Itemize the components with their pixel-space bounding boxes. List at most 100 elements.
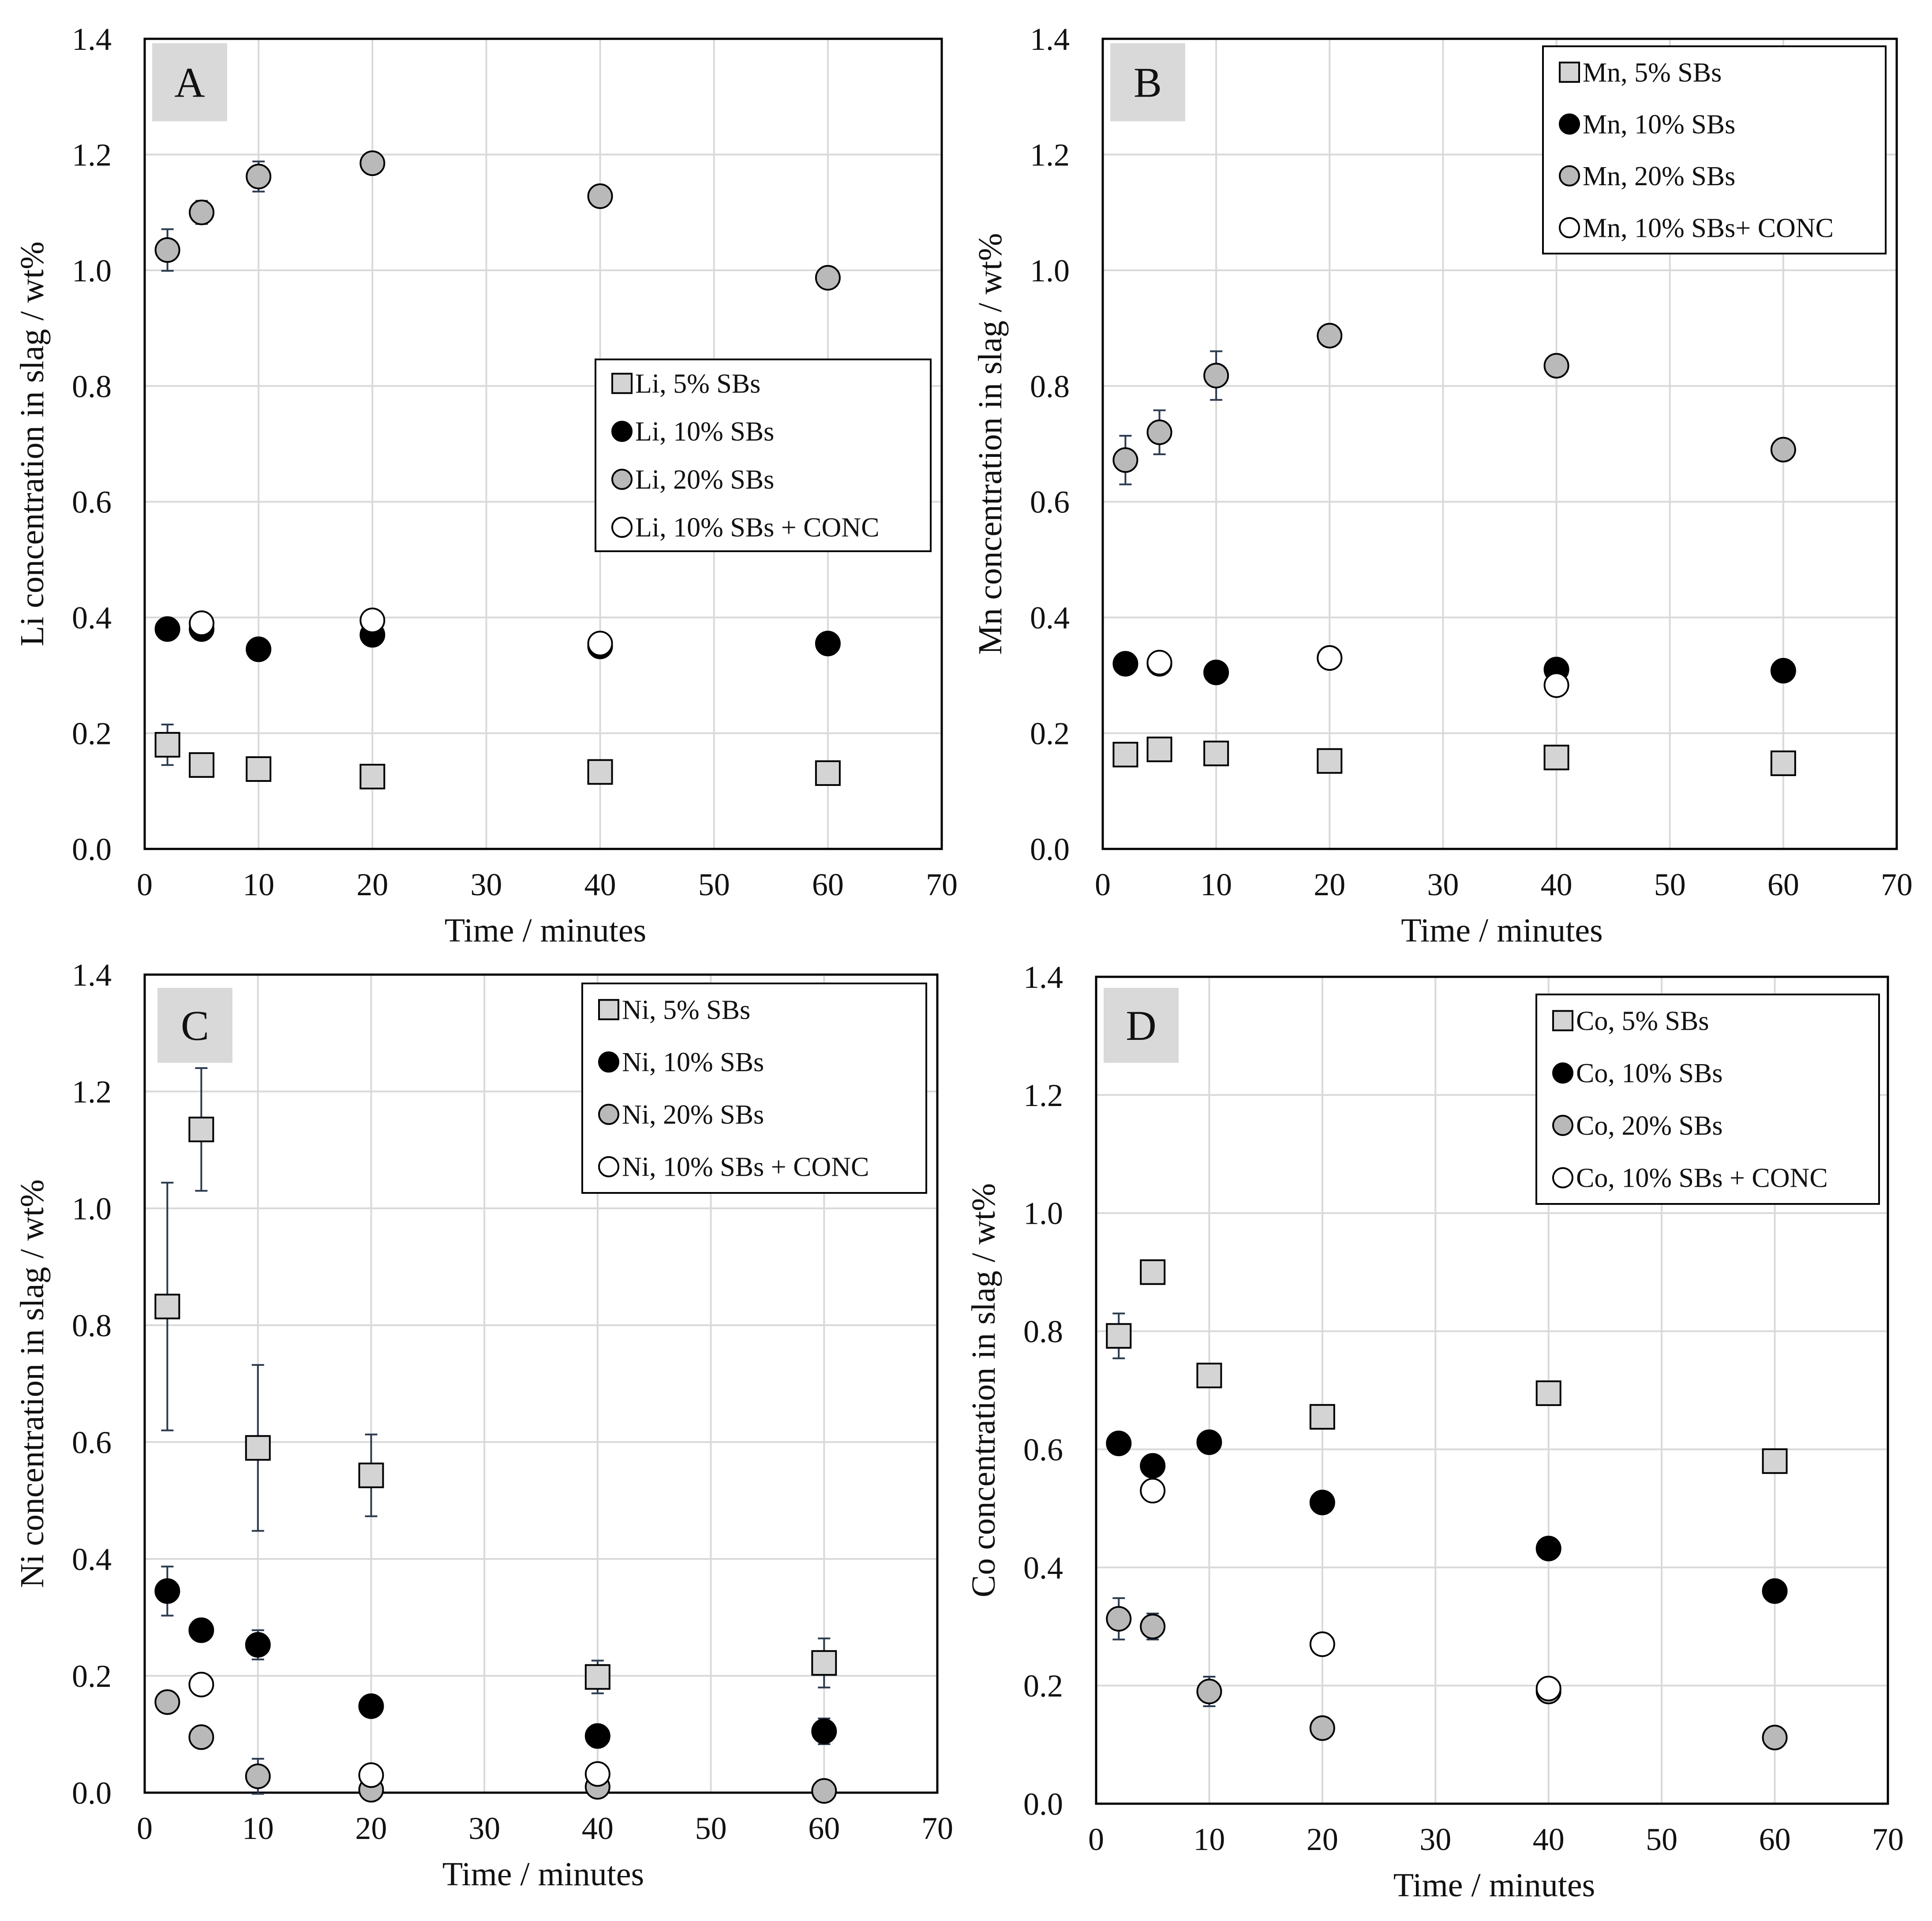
- x-tick-label: 70: [921, 1811, 953, 1846]
- legend-box: [581, 983, 927, 1194]
- x-tick-label: 10: [1200, 867, 1232, 902]
- data-point-filled: [188, 1617, 214, 1643]
- legend-entry: Co, 10% SBs: [1576, 1058, 1722, 1088]
- y-tick-label: 1.0: [1023, 1196, 1063, 1231]
- x-tick-label: 20: [355, 1811, 387, 1846]
- data-point-open: [189, 610, 215, 636]
- data-point-filled: [154, 616, 180, 642]
- x-tick-label: 60: [808, 1811, 840, 1846]
- data-point-square: [811, 1650, 837, 1676]
- x-tick-label: 30: [468, 1811, 500, 1846]
- legend-box: [1542, 45, 1887, 254]
- data-point-square: [584, 1664, 610, 1690]
- x-axis-label: Time / minutes: [1393, 1867, 1595, 1904]
- data-point-gray: [1112, 447, 1138, 473]
- x-tick-label: 0: [1095, 867, 1111, 902]
- x-tick-label: 60: [1767, 867, 1799, 902]
- data-point-filled: [1140, 1453, 1166, 1479]
- chart-panel-a: 0 10 20 30 40 50 60 70 0.0 0.2 0.4 0.6 0.8 1.0 1.2 1.4 T…: [14, 22, 958, 949]
- series-d-1: [1106, 1429, 1788, 1604]
- data-point-filled: [246, 636, 272, 662]
- data-point-square: [1196, 1363, 1222, 1389]
- data-point-filled: [811, 1718, 837, 1744]
- legend-entry: Ni, 10% SBs: [622, 1047, 764, 1077]
- data-point-gray: [1762, 1725, 1788, 1750]
- data-point-filled: [1203, 659, 1229, 685]
- legend-box: [595, 359, 932, 552]
- data-point-square: [1762, 1448, 1788, 1474]
- legend-marker: [611, 516, 633, 538]
- data-point-filled: [1196, 1429, 1222, 1455]
- legend-marker: [1552, 1010, 1573, 1032]
- data-point-filled: [1770, 658, 1796, 684]
- x-tick-label: 40: [582, 1811, 614, 1846]
- data-point-open: [1140, 1478, 1166, 1504]
- y-tick-label: 1.4: [1023, 960, 1063, 995]
- plot-frame: [1095, 975, 1889, 1805]
- x-tick-label: 70: [1881, 867, 1913, 902]
- y-tick-label: 0.2: [1023, 1668, 1063, 1704]
- legend-marker: [611, 373, 633, 394]
- legend-entry: Li, 5% SBs: [635, 369, 760, 399]
- x-tick-label: 10: [242, 1811, 274, 1846]
- series-a-0: [154, 723, 841, 789]
- x-axis-label: Time / minutes: [445, 912, 646, 949]
- y-tick-label: 0.2: [1030, 716, 1070, 751]
- legend-entry: Mn, 10% SBs+ CONC: [1583, 213, 1834, 243]
- data-point-gray: [154, 237, 180, 263]
- data-point-open: [188, 1671, 214, 1697]
- y-tick-label: 0.2: [72, 1659, 112, 1694]
- panel-letter-badge: [152, 43, 227, 121]
- data-point-gray: [1543, 353, 1569, 379]
- y-tick-label: 0.8: [72, 369, 112, 404]
- series-d-3: [1140, 1478, 1561, 1701]
- series-c-1: [154, 1566, 837, 1749]
- data-point-square: [245, 1435, 271, 1461]
- data-point-gray: [188, 1724, 214, 1750]
- data-point-open: [1317, 645, 1343, 671]
- data-point-square: [1770, 750, 1796, 776]
- y-tick-label: 0.0: [1030, 832, 1070, 867]
- x-tick-label: 40: [1533, 1822, 1565, 1857]
- y-tick-label: 0.6: [72, 1425, 112, 1460]
- y-axis-label: Ni concentration in slag / wt%: [14, 1179, 51, 1588]
- data-point-filled: [154, 1578, 180, 1604]
- data-point-filled: [1112, 651, 1138, 677]
- data-point-square: [154, 732, 180, 758]
- y-tick-label: 1.2: [1030, 137, 1070, 172]
- y-tick-label: 0.4: [72, 1542, 112, 1577]
- data-point-open: [1535, 1675, 1561, 1701]
- data-point-square: [1203, 740, 1229, 766]
- data-point-square: [154, 1293, 180, 1319]
- x-tick-label: 20: [356, 867, 388, 902]
- plot-frame: [143, 37, 943, 850]
- data-point-open: [1309, 1631, 1335, 1657]
- legend-entry: Co, 20% SBs: [1576, 1111, 1722, 1141]
- y-tick-label: 1.0: [72, 1191, 112, 1226]
- legend-entry: Mn, 20% SBs: [1583, 161, 1735, 191]
- y-tick-label: 0.8: [1023, 1314, 1063, 1349]
- data-point-square: [1535, 1380, 1561, 1406]
- data-point-square: [246, 756, 272, 782]
- panel-letter: A: [174, 59, 205, 106]
- x-tick-label: 20: [1307, 1822, 1338, 1857]
- y-tick-label: 0.0: [1023, 1786, 1063, 1822]
- x-tick-label: 20: [1314, 867, 1345, 902]
- data-point-square: [359, 763, 386, 789]
- data-point-open: [359, 607, 386, 633]
- panel-letter-badge: [1104, 988, 1179, 1063]
- y-axis-label: Li concentration in slag / wt%: [14, 241, 51, 646]
- data-point-open: [587, 631, 613, 657]
- chart-panel-b: 0 10 20 30 40 50 60 70 0.0 0.2 0.4 0.6 0.8 1.0 1.2 1.4 T…: [972, 22, 1913, 949]
- legend-entry: Mn, 10% SBs: [1583, 109, 1735, 139]
- legend-entry: Mn, 5% SBs: [1583, 58, 1722, 88]
- y-tick-label: 1.4: [1030, 22, 1070, 57]
- panel-letter-badge: [157, 988, 232, 1063]
- x-tick-label: 30: [470, 867, 502, 902]
- x-tick-label: 0: [137, 867, 153, 902]
- data-point-filled: [358, 1693, 384, 1719]
- legend-entry: Li, 10% SBs: [635, 417, 774, 447]
- data-point-open: [584, 1761, 610, 1787]
- series-b-2: [1112, 323, 1796, 486]
- data-point-filled: [1106, 1431, 1132, 1457]
